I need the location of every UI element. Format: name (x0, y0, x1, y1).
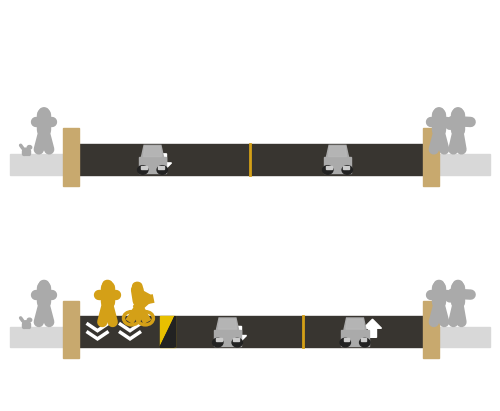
Polygon shape (346, 319, 364, 329)
Circle shape (103, 280, 112, 288)
Bar (422, 327, 490, 347)
Circle shape (434, 280, 444, 288)
Bar (326, 166, 332, 169)
Polygon shape (344, 318, 366, 330)
Polygon shape (166, 316, 175, 347)
Circle shape (212, 338, 223, 347)
Polygon shape (172, 316, 175, 347)
Bar (139, 157, 166, 173)
Circle shape (28, 145, 32, 149)
Circle shape (434, 108, 444, 115)
Circle shape (360, 338, 370, 347)
Polygon shape (218, 319, 236, 329)
Bar (361, 338, 366, 342)
Circle shape (342, 166, 352, 174)
Circle shape (132, 282, 142, 290)
Bar (160, 316, 175, 347)
Polygon shape (160, 316, 175, 347)
Circle shape (322, 166, 333, 174)
Bar (62, 128, 79, 186)
Polygon shape (169, 316, 175, 347)
Circle shape (232, 338, 242, 347)
Polygon shape (326, 145, 348, 157)
Bar (158, 166, 164, 169)
Bar (10, 327, 78, 347)
Polygon shape (160, 316, 175, 347)
Circle shape (340, 338, 350, 347)
Bar (142, 166, 146, 169)
Bar (422, 301, 439, 358)
Polygon shape (163, 316, 175, 347)
Circle shape (40, 280, 48, 288)
Circle shape (28, 318, 32, 322)
Bar (422, 128, 439, 186)
Polygon shape (142, 145, 164, 157)
Polygon shape (216, 318, 238, 330)
Circle shape (138, 166, 148, 174)
Ellipse shape (23, 148, 29, 151)
Polygon shape (328, 146, 346, 157)
Polygon shape (328, 147, 346, 165)
Polygon shape (364, 319, 382, 337)
Polygon shape (154, 154, 172, 172)
Ellipse shape (23, 321, 29, 323)
Bar (214, 330, 241, 346)
Circle shape (454, 280, 462, 288)
Polygon shape (144, 146, 162, 157)
Circle shape (157, 166, 168, 174)
Circle shape (454, 108, 462, 115)
Bar (78, 316, 422, 347)
Polygon shape (228, 326, 246, 344)
Bar (62, 301, 79, 358)
Bar (422, 154, 490, 175)
Bar (324, 157, 351, 173)
Bar (344, 338, 349, 342)
Bar (78, 144, 422, 175)
Bar (216, 338, 222, 342)
Bar (344, 166, 348, 169)
Bar (234, 338, 238, 342)
Bar (342, 330, 368, 346)
Bar (10, 154, 78, 175)
Circle shape (40, 108, 48, 115)
